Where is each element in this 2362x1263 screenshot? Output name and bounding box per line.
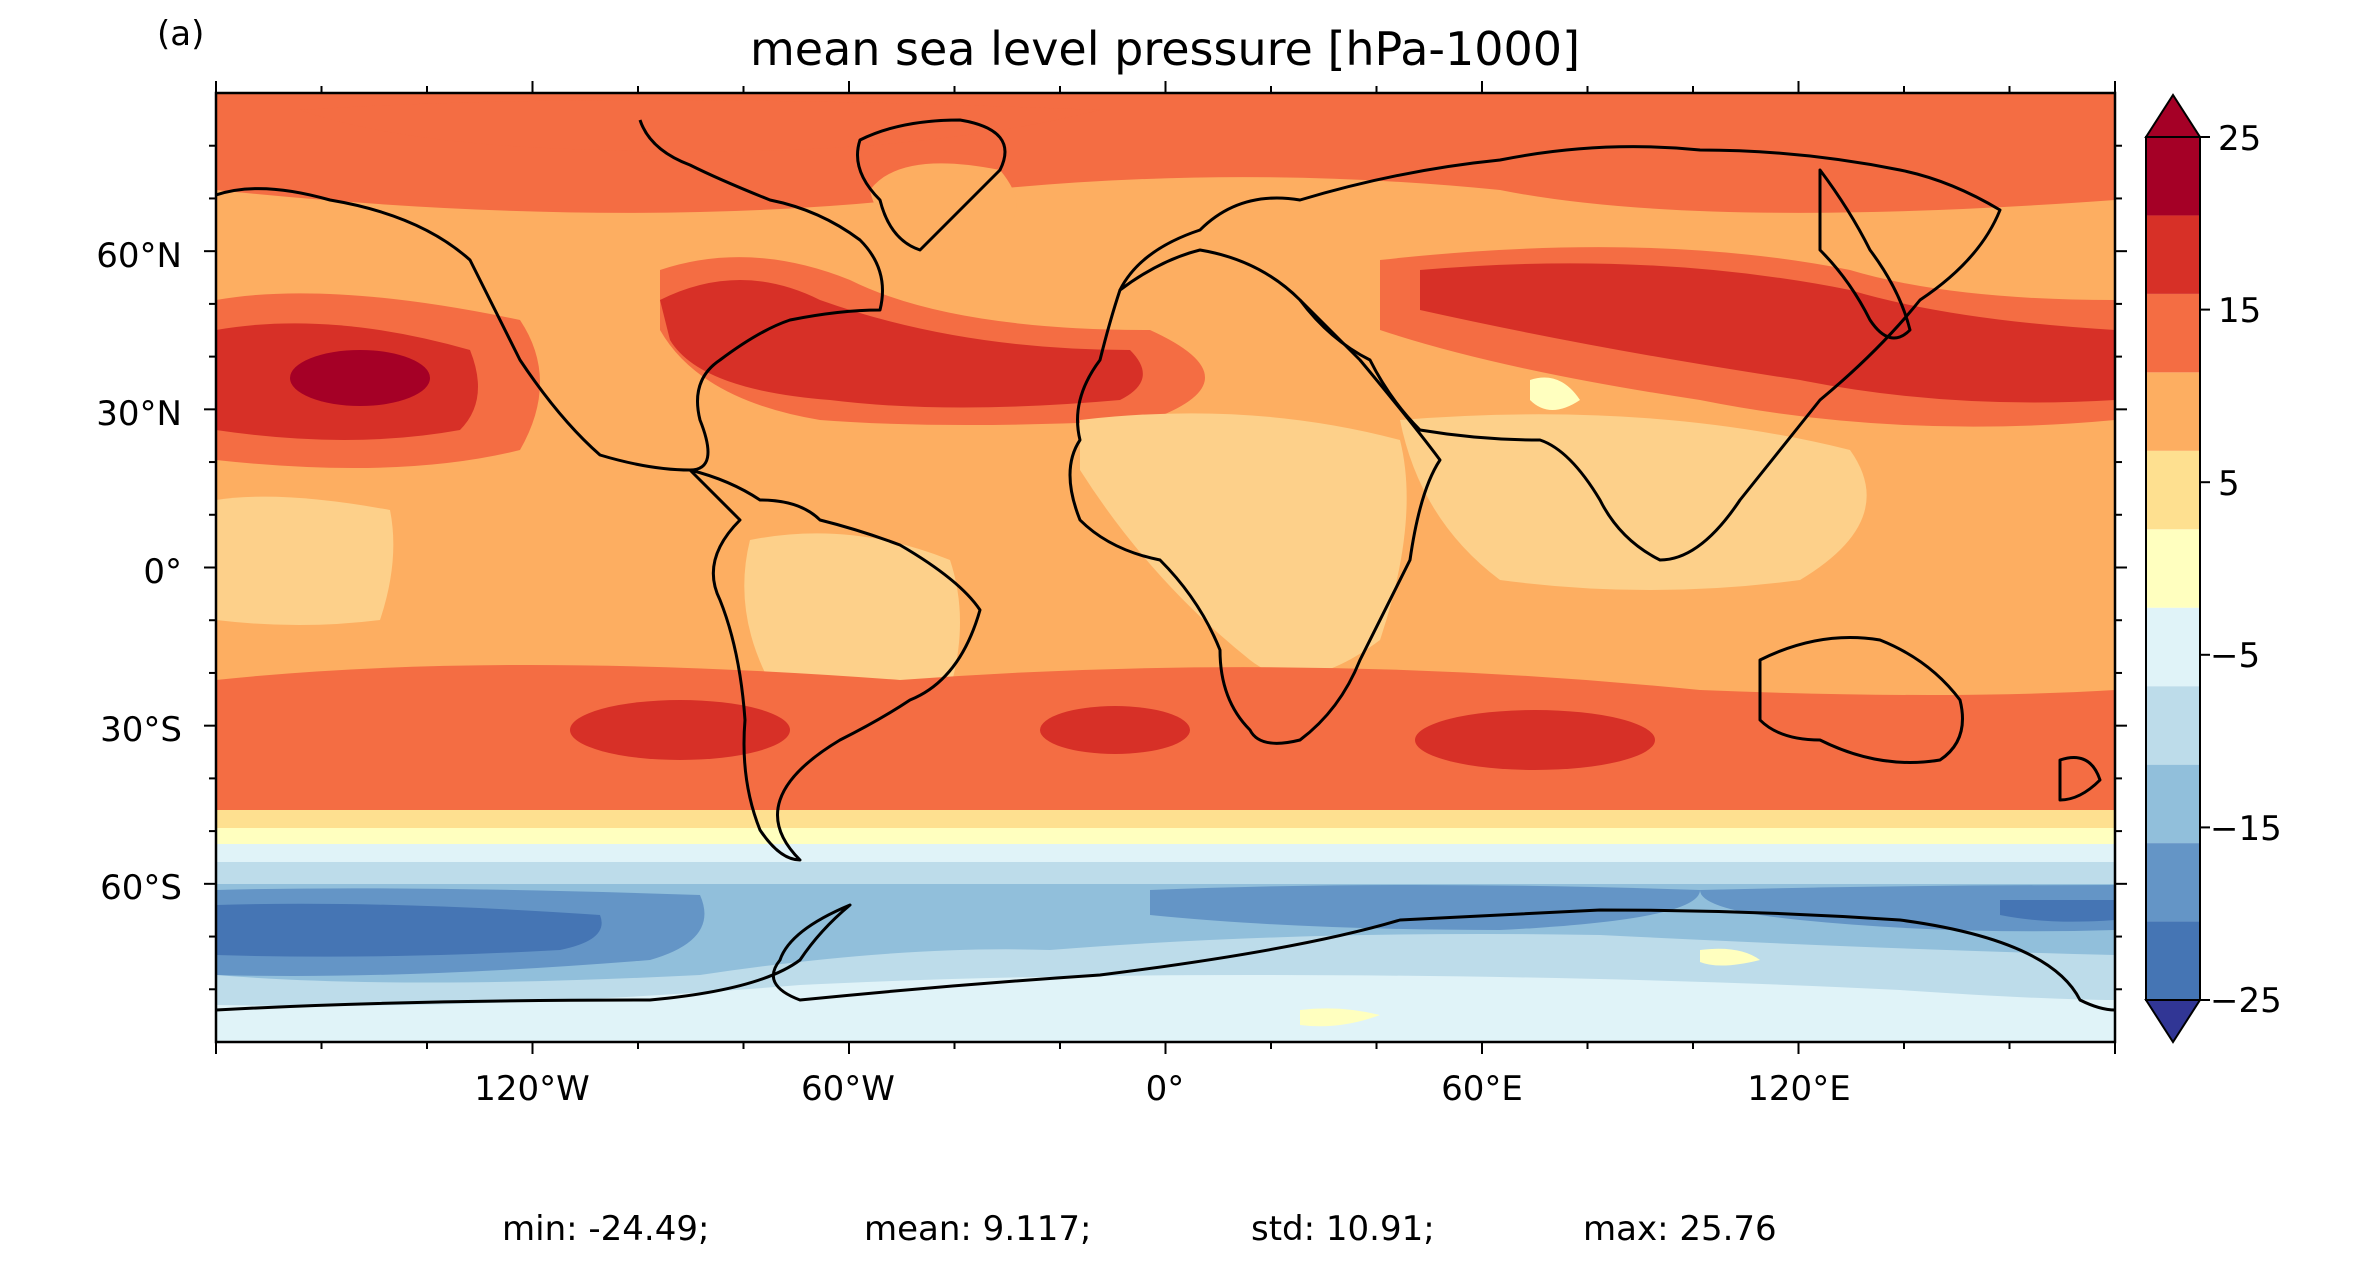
x-tick-label: 60°W <box>801 1069 895 1109</box>
colorbar-labels: 25 15 5 −5 −15 −25 <box>2210 119 2282 1021</box>
colorbar-tick-label: 25 <box>2218 119 2261 159</box>
colorbar-extend-high <box>2144 93 2202 138</box>
x-tick-label: 120°W <box>474 1069 590 1109</box>
map-title: mean sea level pressure [hPa-1000] <box>750 22 1580 76</box>
x-tick-label: 120°E <box>1747 1069 1850 1109</box>
colorbar-segment <box>2146 450 2200 530</box>
colorbar-segment <box>2146 293 2200 373</box>
panel-label: (a) <box>157 14 204 54</box>
colorbar-tick-label: 5 <box>2218 464 2240 504</box>
x-axis: 120°W 60°W 0° 60°E 120°E <box>474 1069 1850 1109</box>
y-tick-label: 60°S <box>100 868 182 908</box>
x-tick-label: 60°E <box>1441 1069 1523 1109</box>
colorbar-segment <box>2146 843 2200 922</box>
colorbar-segment <box>2146 921 2200 1000</box>
x-tick-label: 0° <box>1146 1069 1185 1109</box>
colorbar-segment <box>2146 137 2200 216</box>
colorbar-segment <box>2146 686 2200 765</box>
colorbar-extend-low <box>2144 999 2202 1044</box>
stat-max: max: 25.76 <box>1583 1209 1777 1249</box>
y-tick-label: 30°N <box>96 394 182 434</box>
y-tick-label: 60°N <box>96 236 182 276</box>
colorbar-tick-label: −5 <box>2210 636 2260 676</box>
stat-std: std: 10.91; <box>1251 1209 1435 1249</box>
stats-line: min: -24.49; mean: 9.117; std: 10.91; ma… <box>502 1209 1777 1249</box>
y-axis: 60°N 30°N 0° 30°S 60°S <box>96 236 182 908</box>
pressure-field-map <box>216 93 2115 1042</box>
colorbar-tick-label: 15 <box>2218 291 2261 331</box>
colorbar-frame <box>2145 136 2201 1001</box>
colorbar <box>2144 93 2210 1044</box>
stat-mean: mean: 9.117; <box>864 1209 1091 1249</box>
colorbar-tick-label: −15 <box>2210 809 2282 849</box>
colorbar-tick-label: −25 <box>2210 981 2282 1021</box>
colorbar-segment <box>2146 607 2200 687</box>
colorbar-segment <box>2146 215 2200 294</box>
colorbar-segment <box>2146 764 2200 844</box>
colorbar-segment <box>2146 529 2200 608</box>
colorbar-segment <box>2146 372 2200 451</box>
y-tick-label: 30°S <box>100 710 182 750</box>
tick-marks <box>204 81 2127 1054</box>
stat-min: min: -24.49; <box>502 1209 709 1249</box>
y-tick-label: 0° <box>143 552 182 592</box>
